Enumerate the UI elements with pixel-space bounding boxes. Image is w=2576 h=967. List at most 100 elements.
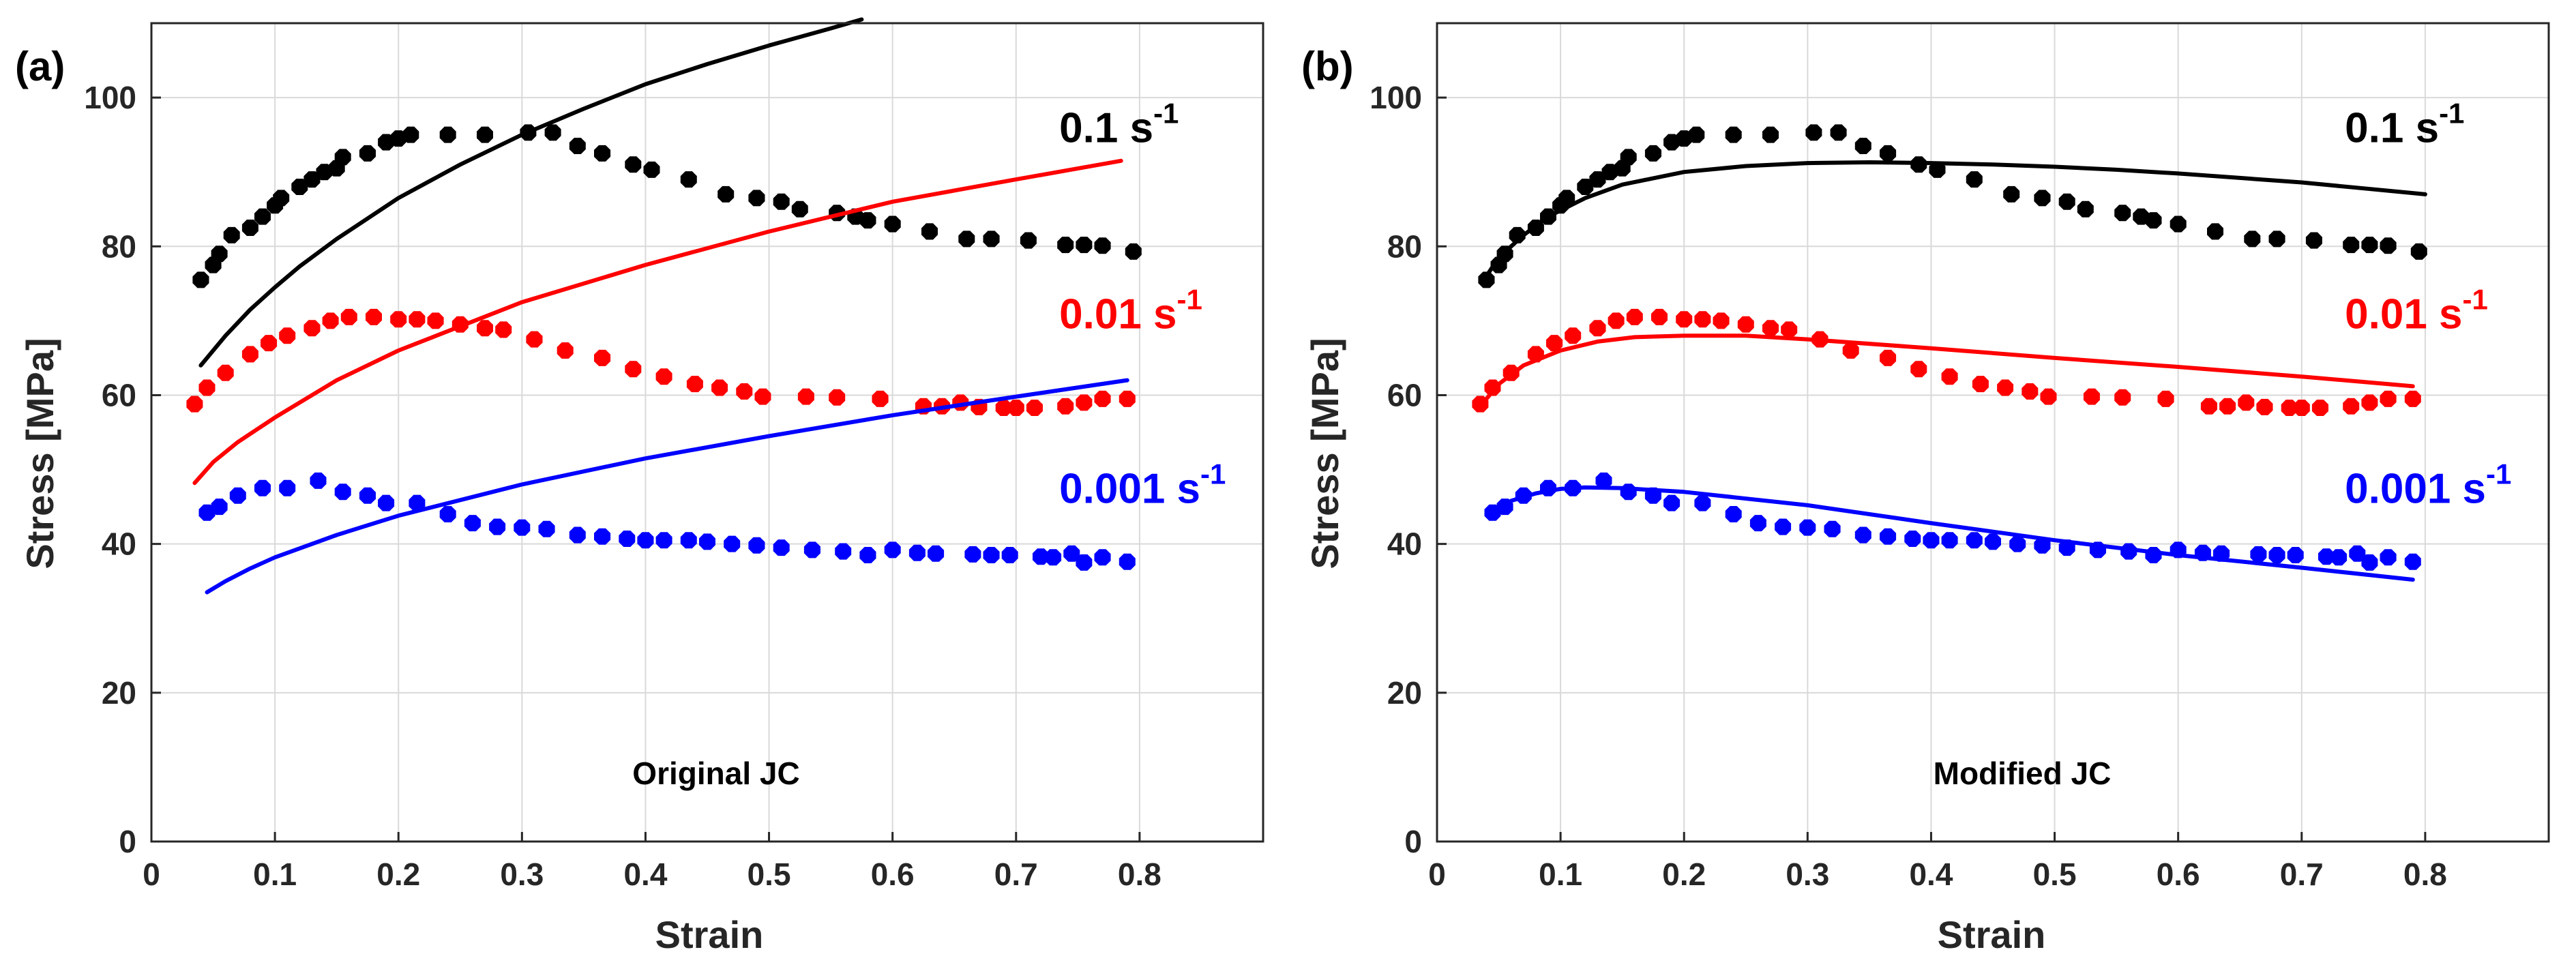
y-tick-label: 60 <box>102 377 136 413</box>
y-tick-label: 40 <box>102 526 136 562</box>
data-point <box>797 388 814 405</box>
data-point <box>1484 379 1501 396</box>
data-point <box>1007 400 1024 416</box>
data-point <box>1565 479 1582 496</box>
data-point <box>279 327 296 344</box>
data-point <box>359 145 376 162</box>
data-point <box>1842 342 1859 359</box>
data-point <box>1910 156 1927 173</box>
rate-label-0-01-s-1: 0.01 s-1 <box>1059 283 1202 338</box>
y-tick-label: 20 <box>102 675 136 711</box>
y-tick-label: 100 <box>1370 80 1422 115</box>
data-point <box>2213 545 2230 562</box>
data-point <box>2219 398 2236 415</box>
panel-a-caption: Original JC <box>632 756 799 791</box>
data-point <box>2349 545 2366 562</box>
data-point <box>526 331 543 348</box>
data-point <box>1484 504 1501 521</box>
data-point <box>1496 499 1513 516</box>
data-point <box>241 346 258 363</box>
data-point <box>439 506 456 522</box>
model-curve-0-01-s-1 <box>1484 333 2415 401</box>
series-0-01-s-1-b: 0.01 s-1 <box>1472 283 2488 416</box>
data-point <box>803 541 820 559</box>
data-point <box>791 200 808 218</box>
data-point <box>186 396 203 413</box>
data-point <box>1880 528 1897 545</box>
x-tick-label: 0.1 <box>1539 857 1582 892</box>
data-point <box>1020 232 1037 249</box>
rate-label-0-001-s-1: 0.001 s-1 <box>2345 458 2511 513</box>
data-point <box>538 520 555 537</box>
data-point <box>1515 487 1532 504</box>
y-tick-label: 20 <box>1387 675 1422 711</box>
data-point <box>557 342 574 359</box>
rate-label-base: 0.001 s <box>1059 466 1200 513</box>
data-point <box>211 246 228 263</box>
data-point <box>1811 331 1829 348</box>
data-point <box>594 145 611 162</box>
data-point <box>477 126 493 143</box>
data-point <box>699 533 715 550</box>
data-point <box>2003 185 2020 203</box>
data-point <box>995 400 1012 416</box>
data-point <box>594 528 611 545</box>
rate-label-exponent: -1 <box>2486 458 2511 490</box>
data-point <box>1125 243 1142 260</box>
x-tick-label: 0 <box>143 857 160 892</box>
data-point <box>2380 549 2397 566</box>
data-point <box>983 547 1000 563</box>
data-point <box>1565 327 1582 344</box>
rate-label-0-1-s-1: 0.1 s-1 <box>2345 98 2464 152</box>
data-point <box>1688 126 1705 143</box>
data-point <box>2380 390 2397 407</box>
data-point <box>2157 390 2174 407</box>
x-tick-label: 0.7 <box>2280 857 2324 892</box>
data-point <box>1824 520 1841 537</box>
panel-a-ylabel: Stress [MPa] <box>18 338 61 569</box>
panel-b-xlabel: Strain <box>1938 913 2046 956</box>
data-point <box>211 499 228 516</box>
data-point <box>1781 321 1798 338</box>
data-point <box>569 138 586 154</box>
data-point <box>637 532 654 549</box>
data-point <box>261 335 278 352</box>
data-point <box>1805 124 1822 141</box>
data-point <box>724 535 741 552</box>
data-point <box>2361 394 2378 411</box>
panel-a-ticks: 0 0.1 0.2 0.3 0.4 0.5 0.6 0.7 0.8 0 20 40 60 80 100 <box>84 80 1161 892</box>
data-point <box>1929 161 1946 178</box>
data-point <box>192 271 209 288</box>
data-point <box>1694 311 1711 328</box>
data-point <box>884 215 901 233</box>
data-point <box>2380 237 2397 254</box>
panel-b: 0.1 s-10.01 s-10.001 s-1 0 0.1 0.2 0.3 0.4 0.… <box>1301 22 2550 956</box>
data-point <box>773 193 790 210</box>
data-point <box>2058 193 2075 210</box>
data-point <box>241 220 258 236</box>
data-point <box>1057 398 1074 415</box>
data-point <box>1775 518 1792 535</box>
data-point <box>594 349 611 366</box>
panel-a-series: 0.1 s-10.01 s-10.001 s-1 <box>186 17 1226 595</box>
data-point <box>378 134 395 151</box>
data-point <box>489 518 506 535</box>
data-point <box>2077 200 2094 218</box>
data-point <box>1033 548 1049 565</box>
data-point <box>334 149 351 166</box>
data-point <box>2145 212 2162 229</box>
data-point <box>2040 388 2057 405</box>
data-point <box>544 124 561 141</box>
data-point <box>964 546 981 563</box>
series-0-001-s-1-a: 0.001 s-1 <box>198 378 1226 595</box>
data-point <box>736 383 753 400</box>
data-point <box>1540 208 1556 225</box>
rate-label-exponent: -1 <box>2463 283 2488 315</box>
x-tick-label: 0.4 <box>623 857 667 892</box>
rate-label-exponent: -1 <box>1200 458 1226 490</box>
data-point <box>2311 400 2328 416</box>
x-tick-label: 0.5 <box>2033 857 2077 892</box>
data-point <box>655 532 672 549</box>
data-point <box>1076 554 1093 571</box>
